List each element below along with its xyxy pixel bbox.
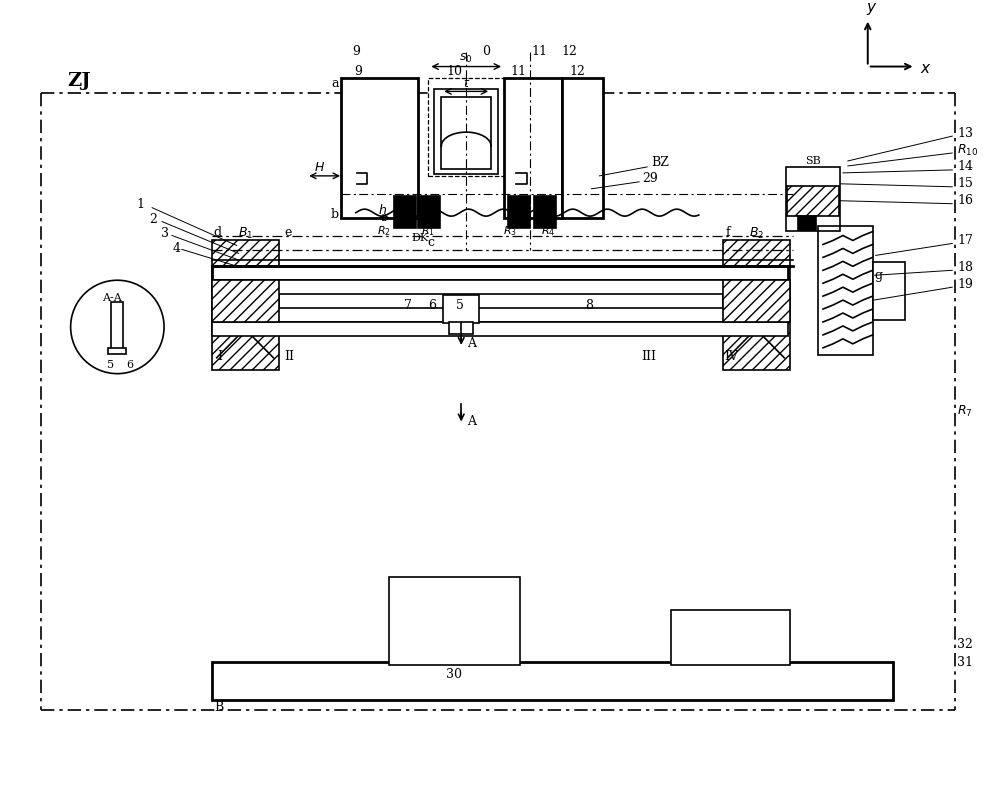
Bar	[341, 78, 418, 218]
Text: 29: 29	[642, 173, 658, 186]
Bar	[723, 280, 790, 322]
Text: $R_3$: $R_3$	[503, 224, 517, 238]
Text: 12: 12	[570, 65, 585, 78]
Text: 14: 14	[957, 161, 973, 174]
Text: 5: 5	[456, 299, 464, 312]
Bar	[212, 662, 893, 700]
Text: g: g	[875, 269, 883, 282]
Text: e: e	[284, 226, 292, 239]
Bar	[787, 186, 839, 215]
Text: $R_4$: $R_4$	[541, 224, 555, 238]
Text: c: c	[427, 236, 434, 249]
Bar	[441, 98, 491, 169]
Text: A: A	[467, 337, 476, 350]
Circle shape	[71, 280, 164, 374]
Bar	[428, 78, 504, 176]
Bar	[798, 215, 816, 229]
Bar	[418, 196, 440, 228]
Bar	[786, 167, 840, 231]
Text: 3: 3	[161, 227, 169, 240]
Text: 8: 8	[585, 299, 593, 312]
Bar	[212, 308, 788, 322]
Text: $y$: $y$	[866, 1, 878, 17]
Text: 0: 0	[482, 45, 490, 58]
Bar	[534, 196, 556, 228]
Bar	[212, 322, 788, 336]
Text: IV: IV	[725, 350, 739, 363]
Bar	[723, 240, 790, 370]
Bar	[212, 266, 788, 280]
Bar	[389, 577, 520, 665]
Text: $R_7$: $R_7$	[957, 404, 973, 419]
Bar	[671, 610, 790, 665]
Text: $x$: $x$	[920, 61, 931, 76]
Text: $R_1$: $R_1$	[421, 224, 435, 238]
Text: $B_1$: $B_1$	[238, 226, 253, 241]
Text: 10: 10	[446, 65, 462, 78]
Text: I: I	[218, 350, 223, 363]
Text: 9: 9	[354, 65, 362, 78]
Text: 7: 7	[404, 299, 412, 312]
Text: 6: 6	[428, 299, 436, 312]
Text: 1: 1	[136, 199, 144, 211]
Bar	[818, 226, 873, 355]
Text: ZJ: ZJ	[68, 73, 91, 90]
Bar	[873, 262, 905, 320]
Text: 9: 9	[352, 45, 360, 58]
Text: 12: 12	[562, 45, 578, 58]
Text: 19: 19	[957, 278, 973, 291]
Text: $H$: $H$	[314, 161, 325, 174]
Text: d: d	[214, 226, 222, 239]
Text: II: II	[284, 350, 294, 363]
Bar	[111, 302, 123, 349]
Bar	[212, 280, 788, 294]
Text: 6: 6	[127, 360, 134, 370]
Text: 13: 13	[957, 127, 973, 140]
Text: 15: 15	[957, 178, 973, 190]
Bar	[394, 196, 416, 228]
Bar	[108, 348, 126, 353]
Bar	[212, 280, 279, 322]
Bar	[562, 78, 603, 218]
Text: $R_{10}$: $R_{10}$	[957, 143, 978, 157]
Bar	[443, 295, 479, 323]
Text: III: III	[642, 350, 657, 363]
Text: f: f	[726, 226, 730, 239]
Text: 11: 11	[532, 45, 548, 58]
Text: B: B	[215, 701, 224, 714]
Text: $s_0$: $s_0$	[459, 52, 473, 65]
Text: a: a	[331, 77, 339, 90]
Bar	[508, 196, 530, 228]
Text: 32: 32	[957, 638, 973, 651]
Text: 30: 30	[446, 668, 462, 681]
Text: $h$: $h$	[378, 203, 387, 216]
Text: b: b	[331, 208, 339, 221]
Text: A: A	[467, 415, 476, 428]
Text: 2: 2	[149, 213, 157, 226]
Bar	[449, 322, 473, 334]
Bar	[504, 78, 562, 218]
Text: 5: 5	[107, 360, 114, 370]
Text: 18: 18	[957, 261, 973, 274]
Text: 11: 11	[511, 65, 527, 78]
Text: BZ: BZ	[651, 157, 669, 169]
Text: 4: 4	[173, 242, 181, 255]
Bar	[212, 240, 279, 370]
Text: 16: 16	[957, 194, 973, 207]
Text: 17: 17	[957, 234, 973, 247]
Text: $t$: $t$	[463, 77, 470, 90]
Text: $B_2$: $B_2$	[749, 226, 764, 241]
Bar	[434, 90, 498, 174]
Text: DK: DK	[412, 233, 429, 244]
Text: $R_2$: $R_2$	[377, 224, 391, 238]
Text: A-A: A-A	[102, 293, 122, 303]
Text: SB: SB	[805, 156, 821, 166]
Text: 31: 31	[957, 656, 973, 669]
